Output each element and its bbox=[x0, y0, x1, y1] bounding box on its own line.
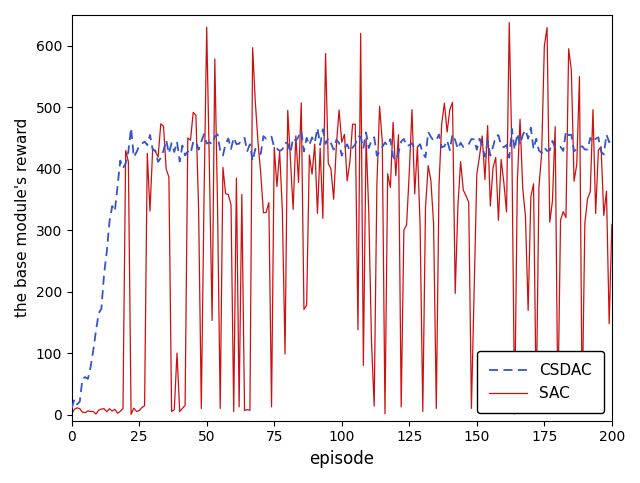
X-axis label: episode: episode bbox=[309, 450, 374, 468]
Legend: CSDAC, SAC: CSDAC, SAC bbox=[477, 351, 604, 413]
CSDAC bbox=[265, 136, 273, 142]
SAC bbox=[608, 221, 616, 227]
CSDAC bbox=[527, 125, 534, 130]
CSDAC bbox=[68, 406, 76, 412]
SAC bbox=[68, 411, 76, 417]
Y-axis label: the base module's reward: the base module's reward bbox=[15, 118, 30, 317]
SAC bbox=[506, 20, 513, 26]
Line: CSDAC: CSDAC bbox=[72, 128, 612, 409]
SAC bbox=[362, 135, 370, 141]
Line: SAC: SAC bbox=[72, 23, 612, 414]
CSDAC bbox=[565, 132, 573, 138]
SAC bbox=[268, 404, 275, 410]
SAC bbox=[568, 68, 575, 73]
CSDAC bbox=[116, 158, 124, 164]
CSDAC bbox=[360, 145, 367, 151]
CSDAC bbox=[294, 134, 302, 140]
SAC bbox=[127, 412, 135, 417]
CSDAC bbox=[70, 397, 78, 402]
SAC bbox=[298, 100, 305, 106]
CSDAC bbox=[608, 133, 616, 139]
SAC bbox=[116, 409, 124, 414]
SAC bbox=[70, 406, 78, 412]
